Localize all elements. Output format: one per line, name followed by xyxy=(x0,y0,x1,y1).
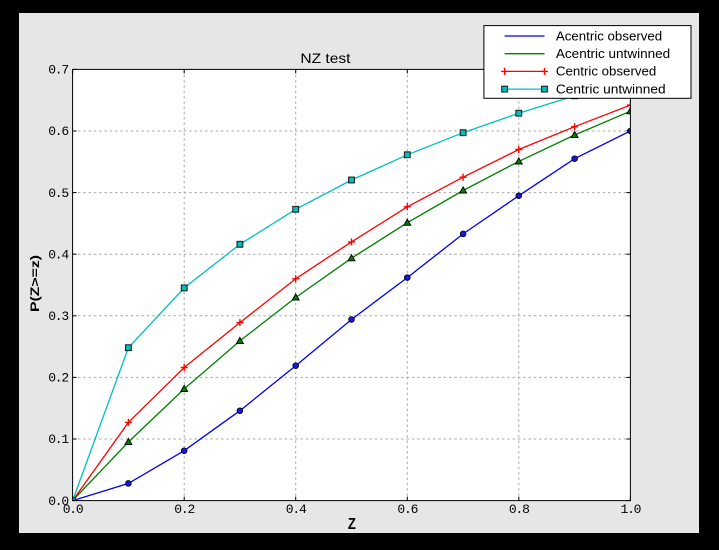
svg-text:Acentric observed: Acentric observed xyxy=(556,29,662,43)
svg-text:0.7: 0.7 xyxy=(48,63,68,78)
svg-text:0.0: 0.0 xyxy=(48,494,68,509)
svg-text:0.2: 0.2 xyxy=(48,371,68,386)
svg-text:NZ test: NZ test xyxy=(300,50,350,66)
svg-text:0.4: 0.4 xyxy=(286,502,307,517)
svg-text:0.6: 0.6 xyxy=(397,502,417,517)
svg-text:0.6: 0.6 xyxy=(48,124,68,139)
svg-text:0.5: 0.5 xyxy=(48,186,68,201)
svg-text:P(Z>=z): P(Z>=z) xyxy=(28,255,42,312)
svg-text:Centric untwinned: Centric untwinned xyxy=(556,82,666,96)
svg-text:0.4: 0.4 xyxy=(48,247,69,262)
svg-text:Centric observed: Centric observed xyxy=(556,65,656,79)
svg-text:0.1: 0.1 xyxy=(48,432,69,447)
svg-text:1.0: 1.0 xyxy=(620,502,640,517)
svg-text:Z: Z xyxy=(348,516,356,533)
svg-text:Acentric untwinned: Acentric untwinned xyxy=(556,47,670,61)
svg-text:0.3: 0.3 xyxy=(48,309,68,324)
svg-text:0.2: 0.2 xyxy=(174,502,194,517)
svg-text:0.0: 0.0 xyxy=(63,502,83,517)
svg-text:0.8: 0.8 xyxy=(509,502,529,517)
